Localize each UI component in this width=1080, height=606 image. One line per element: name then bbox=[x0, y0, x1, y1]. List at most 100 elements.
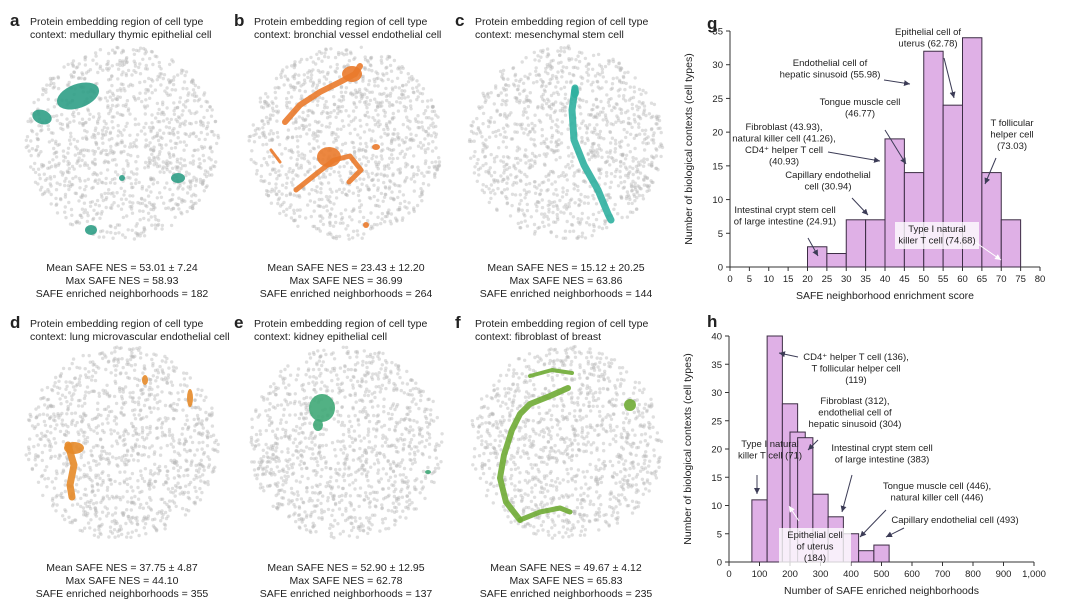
mean-nes: Mean SAFE NES = 52.90 ± 12.95 bbox=[267, 562, 425, 574]
title-line-1: Protein embedding region of cell type bbox=[30, 16, 204, 28]
x-tick-label: 400 bbox=[843, 569, 859, 580]
y-tick-label: 20 bbox=[712, 128, 723, 139]
histogram-bar bbox=[873, 544, 890, 563]
panel-e-label: e bbox=[234, 313, 244, 332]
y-tick-label: 30 bbox=[711, 388, 722, 399]
highlighted-region bbox=[568, 84, 615, 224]
panel-b-stats: Mean SAFE NES = 23.43 ± 12.20 Max SAFE NE… bbox=[246, 262, 446, 301]
x-tick-label: 5 bbox=[747, 274, 752, 285]
x-tick-label: 900 bbox=[996, 569, 1012, 580]
x-tick-label: 60 bbox=[957, 274, 968, 285]
panel-b-label: b bbox=[234, 11, 245, 30]
histogram-bar bbox=[1000, 219, 1022, 268]
annotation: Capillary endothelial cell (493) bbox=[885, 515, 1019, 538]
panel-a-title: Protein embedding region of cell type con… bbox=[30, 16, 212, 42]
annotation: Tongue muscle cell (446),natural killer … bbox=[859, 481, 991, 538]
y-tick-label: 15 bbox=[712, 161, 723, 172]
panel-f-title: Protein embedding region of cell type con… bbox=[475, 318, 648, 344]
x-tick-label: 35 bbox=[860, 274, 871, 285]
mean-nes: Mean SAFE NES = 49.67 ± 4.12 bbox=[490, 562, 642, 574]
panel-d-title: Protein embedding region of cell type con… bbox=[30, 318, 230, 344]
panel-c-label: c bbox=[455, 11, 465, 30]
x-tick-label: 200 bbox=[782, 569, 798, 580]
title-line-2: context: lung microvascular endothelial … bbox=[30, 331, 230, 343]
x-tick-label: 100 bbox=[752, 569, 768, 580]
annotation: CD4⁺ helper T cell (136),T follicular he… bbox=[778, 351, 909, 386]
panel-d-stats: Mean SAFE NES = 37.75 ± 4.87 Max SAFE NES… bbox=[22, 562, 222, 601]
y-tick-label: 30 bbox=[712, 60, 723, 71]
x-tick-label: 50 bbox=[918, 274, 929, 285]
x-tick-label: 25 bbox=[822, 274, 833, 285]
x-tick-label: 55 bbox=[938, 274, 949, 285]
max-nes: Max SAFE NES = 65.83 bbox=[509, 575, 623, 587]
mean-nes: Mean SAFE NES = 15.12 ± 20.25 bbox=[487, 262, 645, 274]
x-tick-label: 800 bbox=[965, 569, 981, 580]
panel-a-label: a bbox=[10, 11, 20, 30]
panel-e-title: Protein embedding region of cell type con… bbox=[254, 318, 427, 344]
panel-b-title: Protein embedding region of cell type con… bbox=[254, 16, 441, 42]
histogram-bar bbox=[858, 550, 875, 563]
y-axis-label: Number of biological contexts (cell type… bbox=[683, 53, 695, 244]
x-tick-label: 1,000 bbox=[1022, 569, 1046, 580]
panel-e-stats: Mean SAFE NES = 52.90 ± 12.95 Max SAFE NE… bbox=[246, 562, 446, 601]
max-nes: Max SAFE NES = 63.86 bbox=[509, 275, 623, 287]
title-line-1: Protein embedding region of cell type bbox=[475, 16, 649, 28]
y-tick-label: 25 bbox=[712, 94, 723, 105]
x-axis-label: SAFE neighborhood enrichment score bbox=[796, 290, 974, 302]
background-points bbox=[24, 345, 220, 539]
max-nes: Max SAFE NES = 44.10 bbox=[65, 575, 179, 587]
x-tick-label: 700 bbox=[935, 569, 951, 580]
x-tick-label: 45 bbox=[899, 274, 910, 285]
panel-d-label: d bbox=[10, 313, 21, 332]
max-nes: Max SAFE NES = 62.78 bbox=[289, 575, 403, 587]
y-tick-label: 15 bbox=[711, 473, 722, 484]
title-line-2: context: bronchial vessel endothelial ce… bbox=[254, 29, 442, 41]
histogram-bar bbox=[751, 499, 768, 563]
x-tick-label: 30 bbox=[841, 274, 852, 285]
x-tick-label: 75 bbox=[1015, 274, 1026, 285]
histogram-bar bbox=[962, 37, 983, 268]
background-points bbox=[467, 44, 665, 240]
x-tick-label: 80 bbox=[1035, 274, 1046, 285]
background-points bbox=[470, 344, 664, 540]
background-points bbox=[24, 45, 221, 241]
x-tick-label: 70 bbox=[996, 274, 1007, 285]
y-tick-label: 40 bbox=[711, 332, 722, 343]
y-tick-label: 35 bbox=[711, 360, 722, 371]
annotation: Fibroblast (312),endothelial cell ofhepa… bbox=[807, 396, 901, 451]
highlighted-region bbox=[497, 368, 636, 523]
y-axis-label: Number of biological contexts (cell type… bbox=[682, 353, 694, 544]
background-points bbox=[247, 45, 442, 241]
y-tick-label: 20 bbox=[711, 445, 722, 456]
title-line-1: Protein embedding region of cell type bbox=[254, 318, 428, 330]
title-line-2: context: kidney epithelial cell bbox=[254, 331, 388, 343]
enriched-count: SAFE enriched neighborhoods = 355 bbox=[35, 588, 209, 600]
y-tick-label: 0 bbox=[718, 263, 723, 274]
x-tick-label: 0 bbox=[726, 569, 731, 580]
panel-c-stats: Mean SAFE NES = 15.12 ± 20.25 Max SAFE NE… bbox=[466, 262, 666, 301]
x-tick-label: 0 bbox=[727, 274, 732, 285]
x-tick-label: 20 bbox=[802, 274, 813, 285]
panel-c-title: Protein embedding region of cell type con… bbox=[475, 16, 648, 42]
highlighted-region bbox=[269, 63, 380, 228]
enriched-count: SAFE enriched neighborhoods = 137 bbox=[259, 588, 433, 600]
y-tick-label: 35 bbox=[712, 27, 723, 38]
x-tick-label: 300 bbox=[813, 569, 829, 580]
highlighted-region bbox=[64, 375, 193, 501]
y-tick-label: 5 bbox=[718, 229, 723, 240]
title-line-1: Protein embedding region of cell type bbox=[254, 16, 428, 28]
mean-nes: Mean SAFE NES = 37.75 ± 4.87 bbox=[46, 562, 198, 574]
panel-g-label: g bbox=[707, 14, 718, 33]
enriched-count: SAFE enriched neighborhoods = 182 bbox=[35, 288, 209, 300]
title-line-1: Protein embedding region of cell type bbox=[30, 318, 204, 330]
panel-h-label: h bbox=[707, 312, 718, 331]
